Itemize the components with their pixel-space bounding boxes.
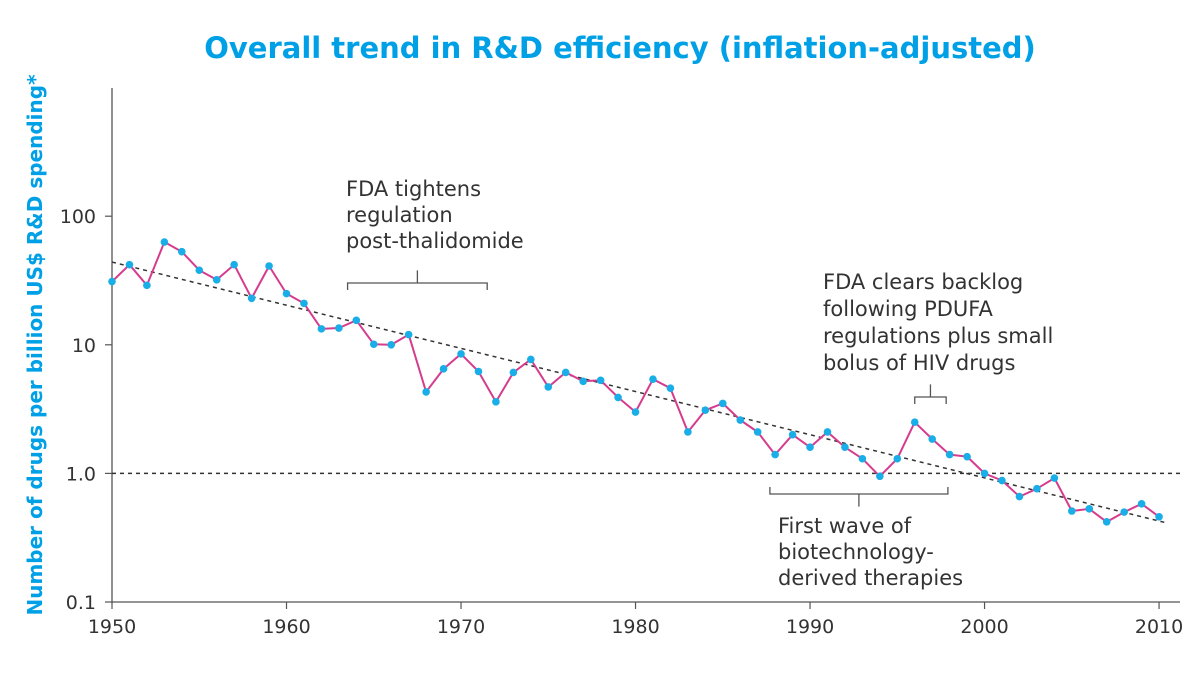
data-point bbox=[1085, 505, 1094, 513]
data-point bbox=[178, 247, 186, 256]
annotation-line: biotechnology- bbox=[778, 540, 934, 564]
y-tick-label: 10 bbox=[72, 335, 96, 357]
data-point bbox=[701, 406, 710, 415]
data-point bbox=[1102, 518, 1111, 526]
data-point bbox=[457, 350, 465, 358]
data-point bbox=[684, 428, 692, 436]
data-point bbox=[369, 340, 378, 349]
data-point bbox=[945, 450, 954, 459]
data-point bbox=[1137, 500, 1146, 508]
data-point bbox=[718, 399, 727, 408]
data-point bbox=[963, 452, 971, 461]
annotation-bracket bbox=[769, 487, 949, 507]
data-point bbox=[509, 368, 518, 377]
x-tick-label: 1960 bbox=[262, 616, 310, 638]
x-tick-label: 1950 bbox=[88, 616, 136, 638]
data-point bbox=[858, 454, 867, 463]
annotation-text: FDA clears backlog following PDUFA regulat… bbox=[823, 270, 1053, 375]
data-point bbox=[788, 430, 797, 439]
data-point bbox=[893, 454, 902, 463]
data-point bbox=[247, 294, 256, 303]
data-point bbox=[753, 428, 762, 436]
annotation-line: bolus of HIV drugs bbox=[823, 351, 1015, 375]
data-point bbox=[492, 398, 500, 406]
data-point bbox=[160, 238, 169, 246]
annotation-line: post-thalidomide bbox=[346, 229, 524, 253]
data-point bbox=[439, 365, 448, 373]
annotation-line: First wave of bbox=[778, 514, 912, 538]
annotation-line: FDA clears backlog bbox=[823, 270, 1023, 294]
x-tick-label: 1990 bbox=[786, 616, 834, 638]
plot-area: 1950 1960 1970 1980 1990 2000 2010 0.1 1.0 10 100 F… bbox=[60, 88, 1183, 638]
data-point bbox=[108, 277, 116, 286]
annotation-text: First wave of biotechnology-derived thera… bbox=[778, 514, 963, 590]
data-point bbox=[649, 375, 657, 384]
x-tick-label: 2000 bbox=[960, 616, 1008, 638]
data-point bbox=[212, 276, 221, 284]
y-axis-label: Number of drugs per billion US$ R&D spen… bbox=[23, 74, 47, 616]
annotation-line: regulations plus small bbox=[823, 324, 1053, 348]
data-point bbox=[300, 299, 308, 308]
data-point bbox=[317, 325, 326, 333]
data-point bbox=[614, 393, 622, 402]
data-point bbox=[544, 383, 553, 391]
data-point bbox=[1155, 512, 1163, 521]
data-point bbox=[579, 377, 587, 386]
data-point bbox=[1033, 484, 1041, 493]
data-point bbox=[841, 443, 849, 451]
data-point bbox=[1068, 507, 1076, 515]
trend-line bbox=[111, 261, 1168, 524]
data-point bbox=[335, 324, 343, 332]
data-point bbox=[230, 260, 238, 269]
annotation-line: derived therapies bbox=[778, 566, 963, 590]
data-point bbox=[928, 435, 936, 443]
data-point bbox=[1120, 508, 1128, 516]
data-point bbox=[143, 281, 151, 290]
data-point bbox=[195, 266, 204, 275]
data-point bbox=[125, 260, 134, 269]
data-point bbox=[631, 408, 640, 416]
data-point bbox=[561, 368, 570, 377]
data-point bbox=[771, 450, 779, 459]
annotation-bracket bbox=[914, 384, 947, 404]
x-tick-label: 2010 bbox=[1135, 616, 1183, 638]
data-point bbox=[282, 289, 291, 298]
data-point bbox=[527, 355, 535, 364]
x-tick-label: 1970 bbox=[437, 616, 485, 638]
data-point bbox=[265, 262, 273, 270]
y-tick-label: 100 bbox=[60, 206, 96, 228]
data-point bbox=[910, 418, 919, 427]
data-point bbox=[806, 443, 814, 451]
y-tick-label: 1.0 bbox=[66, 463, 96, 485]
data-point bbox=[736, 416, 745, 424]
data-point bbox=[1015, 492, 1024, 501]
annotation-bracket bbox=[346, 270, 488, 290]
annotation-line: FDA tightens bbox=[346, 177, 481, 201]
data-point bbox=[422, 388, 430, 396]
data-point bbox=[823, 428, 832, 436]
data-point bbox=[352, 316, 361, 325]
data-point bbox=[876, 472, 884, 481]
chart-title: Overall trend in R&D efficiency (inflati… bbox=[204, 31, 1036, 65]
data-point bbox=[1050, 474, 1059, 482]
data-point bbox=[980, 469, 989, 478]
annotation-line: following PDUFA bbox=[823, 297, 993, 321]
data-point bbox=[998, 476, 1006, 485]
data-point bbox=[596, 376, 605, 385]
data-point bbox=[666, 384, 675, 392]
data-point bbox=[404, 330, 413, 339]
annotation-text: FDA tightens regulation post-thalidomide bbox=[346, 177, 524, 253]
y-tick-label: 0.1 bbox=[66, 592, 96, 614]
data-point bbox=[387, 341, 396, 349]
data-point bbox=[474, 367, 483, 376]
x-tick-label: 1980 bbox=[611, 616, 659, 638]
annotation-line: regulation bbox=[346, 203, 453, 227]
